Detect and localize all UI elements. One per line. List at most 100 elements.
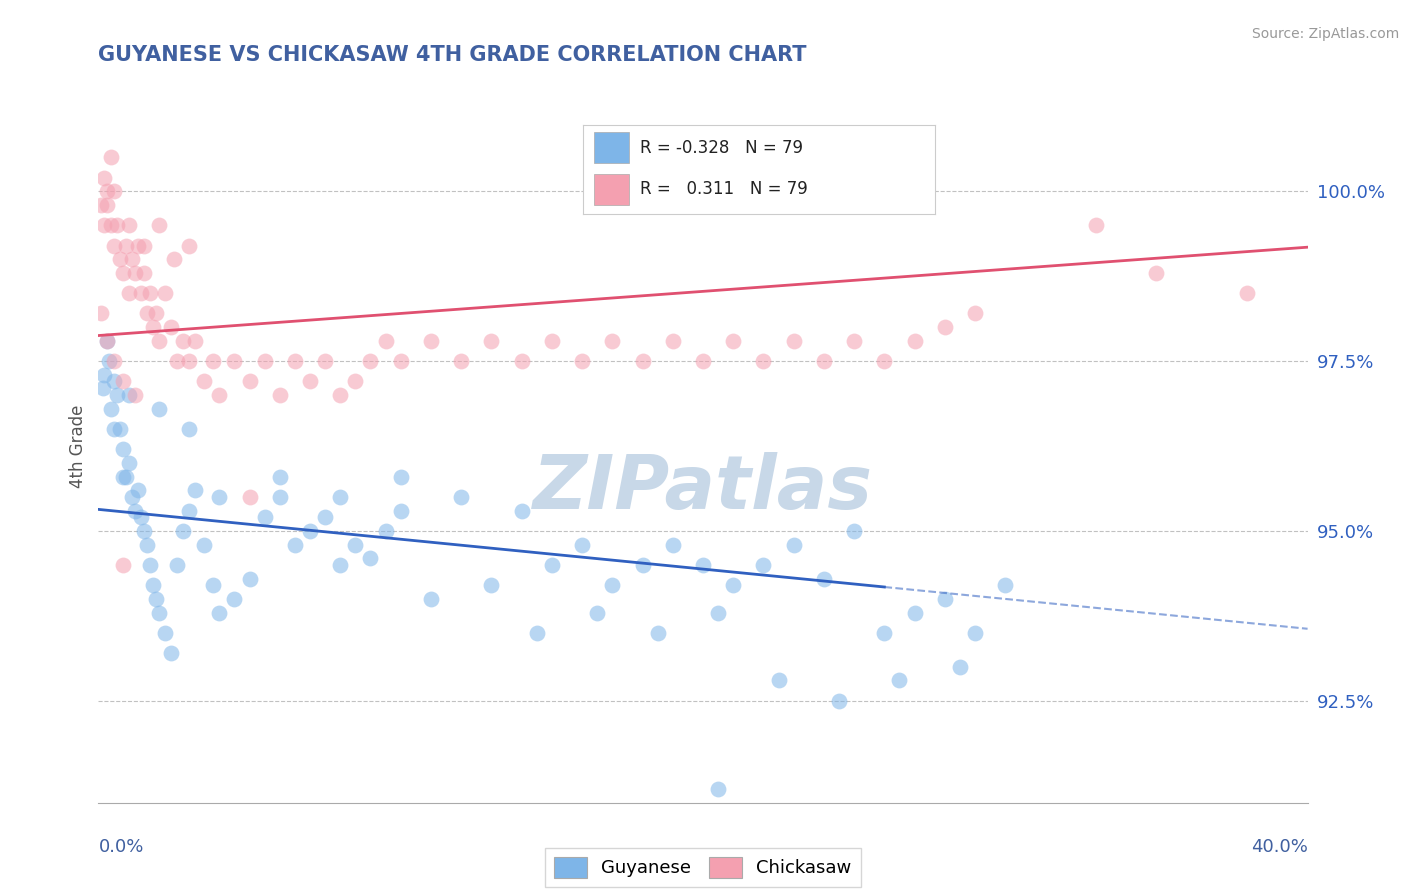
Point (510, 354, 533, 368)
Point (96, 184, 118, 198)
Point (124, 388, 146, 402)
Point (184, 334, 207, 348)
Point (96, 334, 118, 348)
Point (844, 334, 866, 348)
Point (329, 388, 352, 402)
Point (768, 673, 790, 688)
Point (172, 524, 194, 538)
Point (132, 238, 155, 252)
Point (360, 354, 382, 368)
Point (148, 401, 170, 416)
Point (135, 537, 157, 551)
Point (374, 524, 396, 538)
Point (631, 558, 654, 572)
Point (329, 490, 352, 504)
Point (1236, 286, 1258, 301)
Point (103, 354, 125, 368)
Point (661, 537, 683, 551)
Text: R = -0.328   N = 79: R = -0.328 N = 79 (640, 138, 803, 157)
Point (202, 578, 225, 592)
Point (329, 558, 352, 572)
Point (752, 354, 775, 368)
Point (118, 388, 141, 402)
Point (105, 388, 128, 402)
Point (139, 558, 162, 572)
Point (179, 422, 201, 436)
Point (111, 375, 134, 389)
Point (647, 626, 669, 640)
Point (96, 334, 118, 348)
Point (121, 252, 143, 266)
Point (389, 503, 412, 517)
Point (586, 606, 609, 620)
Point (127, 238, 149, 252)
Point (510, 503, 533, 517)
Point (93, 218, 115, 232)
Point (166, 354, 188, 368)
Point (571, 354, 593, 368)
Point (344, 537, 367, 551)
Point (481, 578, 503, 592)
Point (284, 354, 307, 368)
Point (129, 286, 152, 301)
Point (179, 354, 201, 368)
Point (114, 469, 136, 483)
Point (114, 238, 136, 252)
Point (148, 606, 170, 620)
Point (481, 334, 503, 348)
Point (127, 483, 149, 498)
Point (132, 524, 155, 538)
Point (253, 510, 276, 524)
Point (124, 266, 146, 280)
Bar (593, 174, 630, 205)
Point (100, 401, 122, 416)
Point (184, 483, 207, 498)
Point (782, 537, 804, 551)
Point (224, 591, 246, 606)
Point (111, 558, 134, 572)
Point (813, 354, 835, 368)
Text: Source: ZipAtlas.com: Source: ZipAtlas.com (1251, 27, 1399, 41)
Point (193, 537, 215, 551)
Point (239, 572, 262, 586)
Point (96, 198, 118, 212)
Point (90, 306, 112, 320)
Point (269, 469, 291, 483)
Point (239, 375, 262, 389)
Point (208, 606, 231, 620)
Point (118, 286, 141, 301)
Point (108, 422, 131, 436)
Point (166, 558, 188, 572)
Point (239, 490, 262, 504)
Point (269, 388, 291, 402)
Point (360, 551, 382, 566)
Point (374, 334, 396, 348)
Point (253, 354, 276, 368)
Point (118, 218, 141, 232)
Point (692, 354, 714, 368)
Point (100, 150, 122, 164)
Legend: Guyanese, Chickasaw: Guyanese, Chickasaw (546, 847, 860, 887)
Point (160, 646, 183, 660)
Y-axis label: 4th Grade: 4th Grade (69, 404, 87, 488)
Point (450, 354, 472, 368)
Point (299, 524, 322, 538)
Point (904, 606, 927, 620)
Point (145, 591, 167, 606)
Point (723, 578, 745, 592)
Point (602, 578, 624, 592)
Point (172, 334, 194, 348)
Point (526, 626, 548, 640)
Point (420, 591, 443, 606)
Point (202, 354, 225, 368)
Point (934, 320, 956, 334)
Text: GUYANESE VS CHICKASAW 4TH GRADE CORRELATION CHART: GUYANESE VS CHICKASAW 4TH GRADE CORRELAT… (98, 45, 807, 64)
Point (949, 660, 972, 674)
Point (707, 782, 730, 797)
Point (93, 368, 115, 382)
Point (111, 442, 134, 457)
Point (142, 320, 165, 334)
Point (153, 626, 176, 640)
Point (284, 537, 307, 551)
Point (98, 354, 121, 368)
